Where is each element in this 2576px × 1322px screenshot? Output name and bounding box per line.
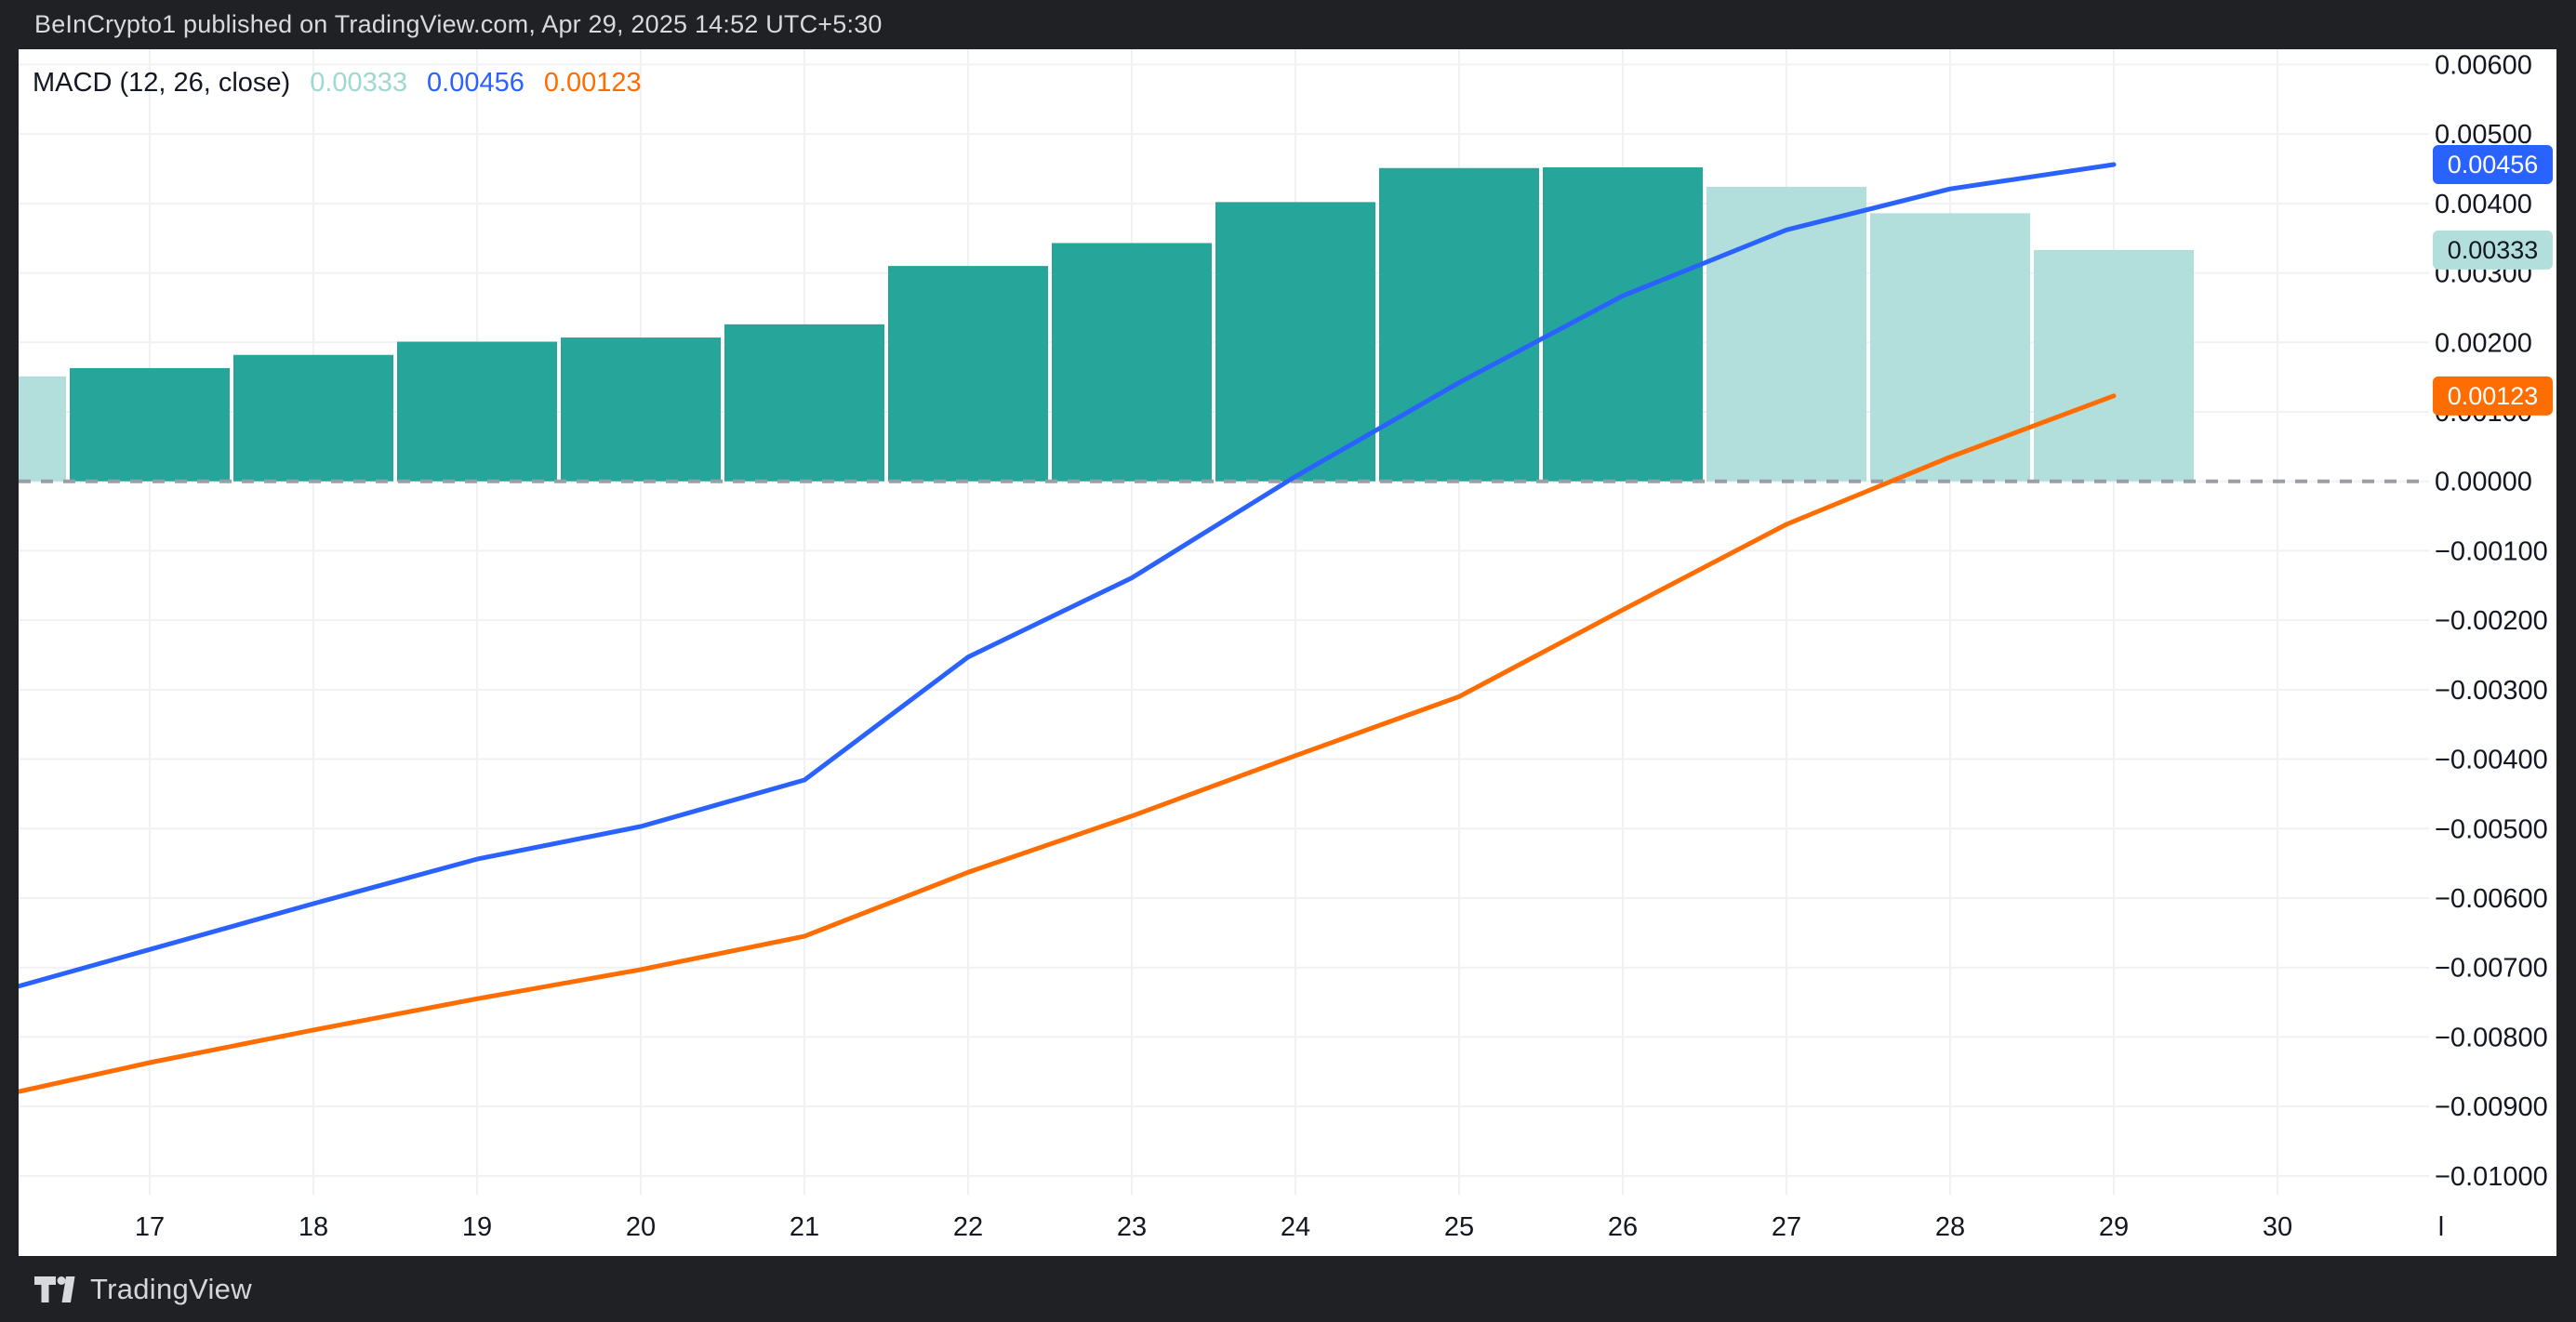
x-tick-label[interactable]: 30: [2263, 1212, 2292, 1242]
price-axis[interactable]: 0.006000.005000.004000.003000.002000.001…: [2435, 50, 2548, 1191]
publish-attribution-bar: BeInCrypto1 published on TradingView.com…: [0, 0, 2576, 49]
y-tick-label[interactable]: −0.00100: [2435, 536, 2548, 566]
x-tick-label[interactable]: 22: [953, 1212, 983, 1242]
price-badges: 0.00456 0.00333 0.00123: [2433, 145, 2553, 416]
histogram-bar: [19, 376, 66, 482]
attribution-text: BeInCrypto1 published on TradingView.com…: [34, 10, 883, 38]
histogram-bar: [1052, 243, 1212, 482]
x-tick-label[interactable]: 27: [1772, 1212, 1801, 1242]
x-tick-label[interactable]: l: [2438, 1212, 2444, 1242]
histogram-bar: [561, 337, 721, 482]
y-tick-label[interactable]: −0.00700: [2435, 954, 2548, 984]
y-tick-label[interactable]: 0.00000: [2435, 468, 2532, 497]
histogram-bar: [233, 354, 393, 482]
legend-macd-value: 0.00456: [427, 68, 524, 98]
y-tick-label[interactable]: −0.01000: [2435, 1162, 2548, 1192]
y-tick-label[interactable]: 0.00600: [2435, 50, 2532, 80]
indicator-title: MACD (12, 26, close): [33, 68, 291, 98]
macd-price-badge-text: 0.00456: [2448, 151, 2539, 178]
y-tick-label[interactable]: −0.00500: [2435, 814, 2548, 844]
y-tick-label[interactable]: −0.00800: [2435, 1023, 2548, 1052]
legend-histogram-value: 0.00333: [310, 68, 408, 98]
x-tick-label[interactable]: 20: [626, 1212, 656, 1242]
histogram-bar: [70, 367, 230, 482]
histogram-bar: [724, 324, 884, 482]
y-tick-label[interactable]: −0.00600: [2435, 884, 2548, 914]
y-tick-label[interactable]: 0.00200: [2435, 328, 2532, 358]
histogram-bar: [397, 341, 557, 482]
x-tick-label[interactable]: 28: [1935, 1212, 1965, 1242]
x-tick-label[interactable]: 17: [135, 1212, 165, 1242]
histogram-bar: [1706, 186, 1866, 482]
y-tick-label[interactable]: −0.00300: [2435, 676, 2548, 706]
x-tick-label[interactable]: 24: [1281, 1212, 1310, 1242]
x-tick-label[interactable]: 21: [790, 1212, 819, 1242]
macd-line: [19, 162, 2117, 989]
y-tick-label[interactable]: 0.00500: [2435, 120, 2532, 150]
histogram-price-badge: [2433, 230, 2553, 270]
histogram-bar: [2034, 249, 2194, 482]
histogram-bar: [1870, 213, 2030, 482]
time-axis[interactable]: 17 18 19 20 21 22 23 24 25 26 27 28 29 30 l: [135, 1212, 2444, 1242]
histogram-bar: [888, 266, 1048, 482]
indicator-legend[interactable]: MACD (12, 26, close) 0.00333 0.00456 0.0…: [33, 68, 642, 99]
macd-signal-lines: [19, 162, 2117, 1094]
x-tick-label[interactable]: 29: [2099, 1212, 2129, 1242]
histogram-bar: [1379, 167, 1539, 482]
signal-price-badge: [2433, 376, 2553, 416]
x-tick-label[interactable]: 23: [1117, 1212, 1147, 1242]
x-tick-label[interactable]: 25: [1444, 1212, 1474, 1242]
histogram-price-badge-text: 0.00333: [2448, 236, 2539, 264]
y-tick-label[interactable]: −0.00200: [2435, 606, 2548, 636]
y-tick-label[interactable]: −0.00400: [2435, 746, 2548, 775]
footer-bar: TradingView: [0, 1256, 2576, 1322]
legend-signal-value: 0.00123: [543, 68, 642, 98]
y-tick-label[interactable]: −0.00900: [2435, 1092, 2548, 1122]
macd-price-badge: [2433, 145, 2553, 185]
signal-line: [19, 393, 2117, 1094]
y-tick-label[interactable]: 0.00400: [2435, 190, 2532, 219]
x-tick-label[interactable]: 18: [299, 1212, 328, 1242]
x-tick-label[interactable]: 19: [462, 1212, 492, 1242]
tradingview-logo-icon[interactable]: [34, 1276, 77, 1302]
histogram-bar: [1215, 202, 1375, 482]
tradingview-brand-text[interactable]: TradingView: [90, 1272, 252, 1305]
macd-plot[interactable]: 17 18 19 20 21 22 23 24 25 26 27 28 29 30 l 0.00600 0.0…: [19, 49, 2556, 1256]
histogram-bars: [19, 167, 2194, 482]
signal-price-badge-text: 0.00123: [2448, 382, 2539, 410]
macd-chart-pane[interactable]: MACD (12, 26, close) 0.00333 0.00456 0.0…: [19, 49, 2556, 1256]
x-tick-label[interactable]: 26: [1608, 1212, 1638, 1242]
